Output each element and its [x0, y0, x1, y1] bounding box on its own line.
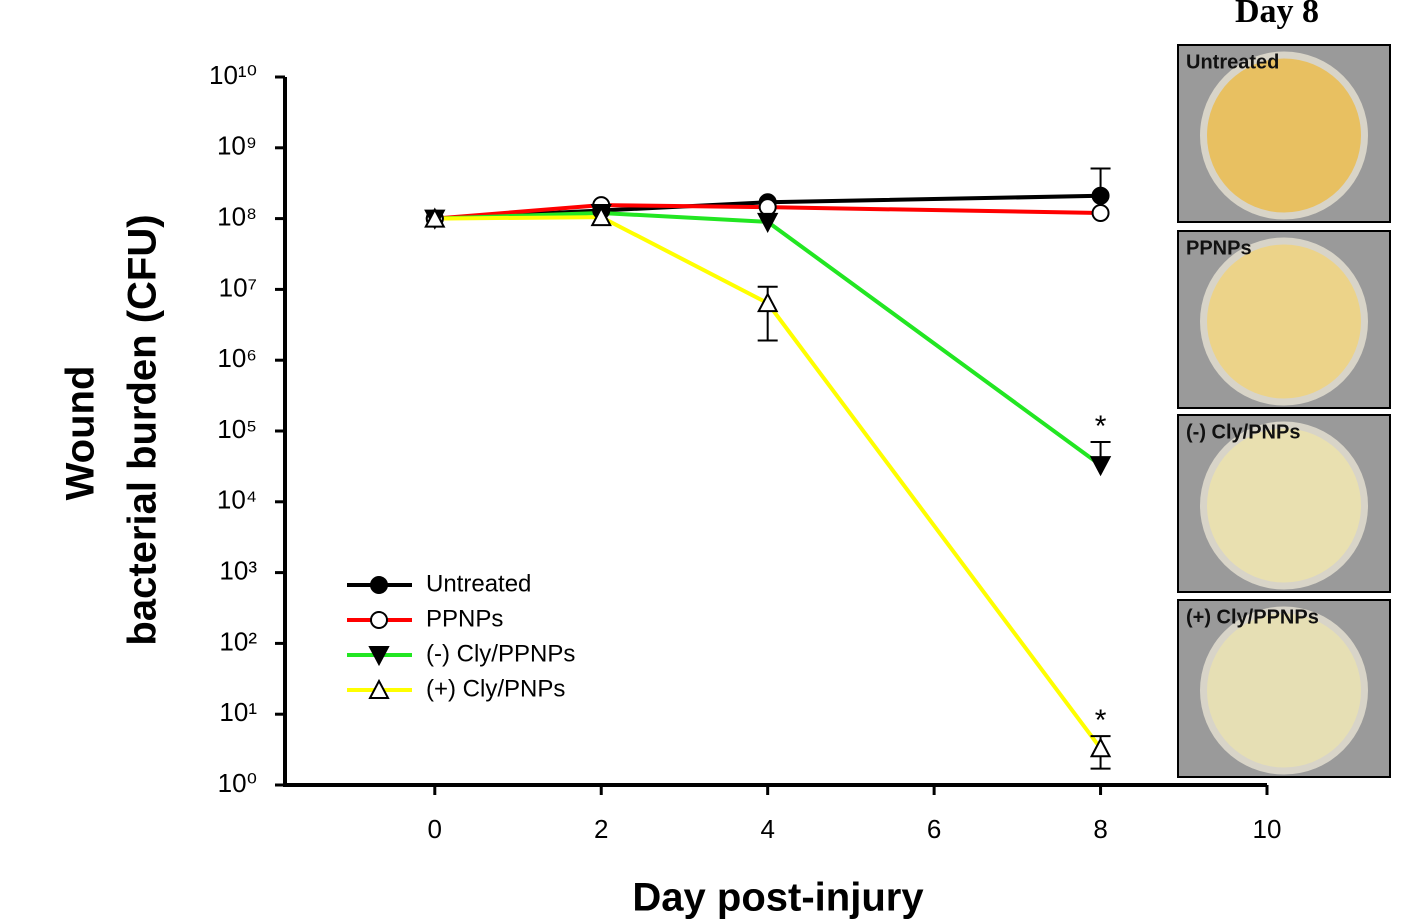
x-tick-label: 8	[1093, 814, 1107, 844]
legend-marker	[370, 576, 388, 594]
data-point	[1091, 203, 1110, 222]
data-point	[424, 207, 446, 228]
data-point	[757, 291, 779, 313]
y-tick-label: 10³	[219, 555, 257, 585]
x-tick-label: 2	[594, 814, 608, 844]
x-tick-label: 6	[927, 814, 941, 844]
plate-agar	[1207, 613, 1361, 768]
plate-label: (-) Cly/PNPs	[1186, 421, 1300, 443]
series-line	[434, 215, 1103, 750]
data-point	[1089, 737, 1112, 758]
plate-agar	[1207, 244, 1361, 399]
legend-label: Untreated	[426, 570, 531, 597]
y-tick-label: 10⁸	[217, 201, 257, 231]
y-axis-label: bacterial burden (CFU)	[121, 214, 165, 645]
legend-marker	[368, 678, 390, 699]
plate-agar	[1207, 428, 1361, 583]
legend-marker	[368, 646, 390, 667]
y-tick-label: 10⁶	[217, 343, 257, 373]
plate-label: Untreated	[1186, 51, 1279, 73]
x-tick-label: 4	[760, 814, 774, 844]
y-axis-label: Wound	[59, 366, 103, 501]
x-tick-label: 0	[428, 814, 442, 844]
series-line	[434, 203, 1101, 221]
y-tick-label: 10⁹	[217, 131, 257, 161]
point-label: *	[1095, 410, 1107, 443]
plate-label: PPNPs	[1186, 237, 1252, 259]
legend-label: (-) Cly/PPNPs	[426, 640, 575, 667]
data-point	[757, 212, 779, 233]
point-label: *	[1095, 704, 1107, 737]
legend-marker	[370, 611, 388, 629]
y-tick-label: 10⁴	[217, 485, 257, 515]
legend-label: PPNPs	[426, 605, 503, 632]
y-tick-label: 10⁰	[218, 768, 257, 798]
data-point	[590, 205, 612, 227]
data-point	[1091, 186, 1110, 205]
data-point	[758, 198, 777, 217]
y-tick-label: 10⁵	[217, 414, 257, 444]
data-point	[1089, 456, 1112, 477]
plate-label: (+) Cly/PPNPs	[1186, 606, 1319, 628]
plate-agar	[1207, 58, 1361, 213]
x-tick-label: 10	[1253, 814, 1282, 844]
y-tick-label: 10²	[219, 626, 257, 656]
y-tick-label: 10¹	[219, 697, 257, 727]
y-tick-label: 10¹⁰	[209, 60, 257, 90]
legend-label: (+) Cly/PNPs	[426, 675, 565, 702]
series-line	[434, 210, 1102, 467]
panel-title: Day 8	[1235, 0, 1319, 30]
y-tick-label: 10⁷	[219, 272, 257, 302]
x-axis-label: Day post-injury	[632, 876, 924, 920]
